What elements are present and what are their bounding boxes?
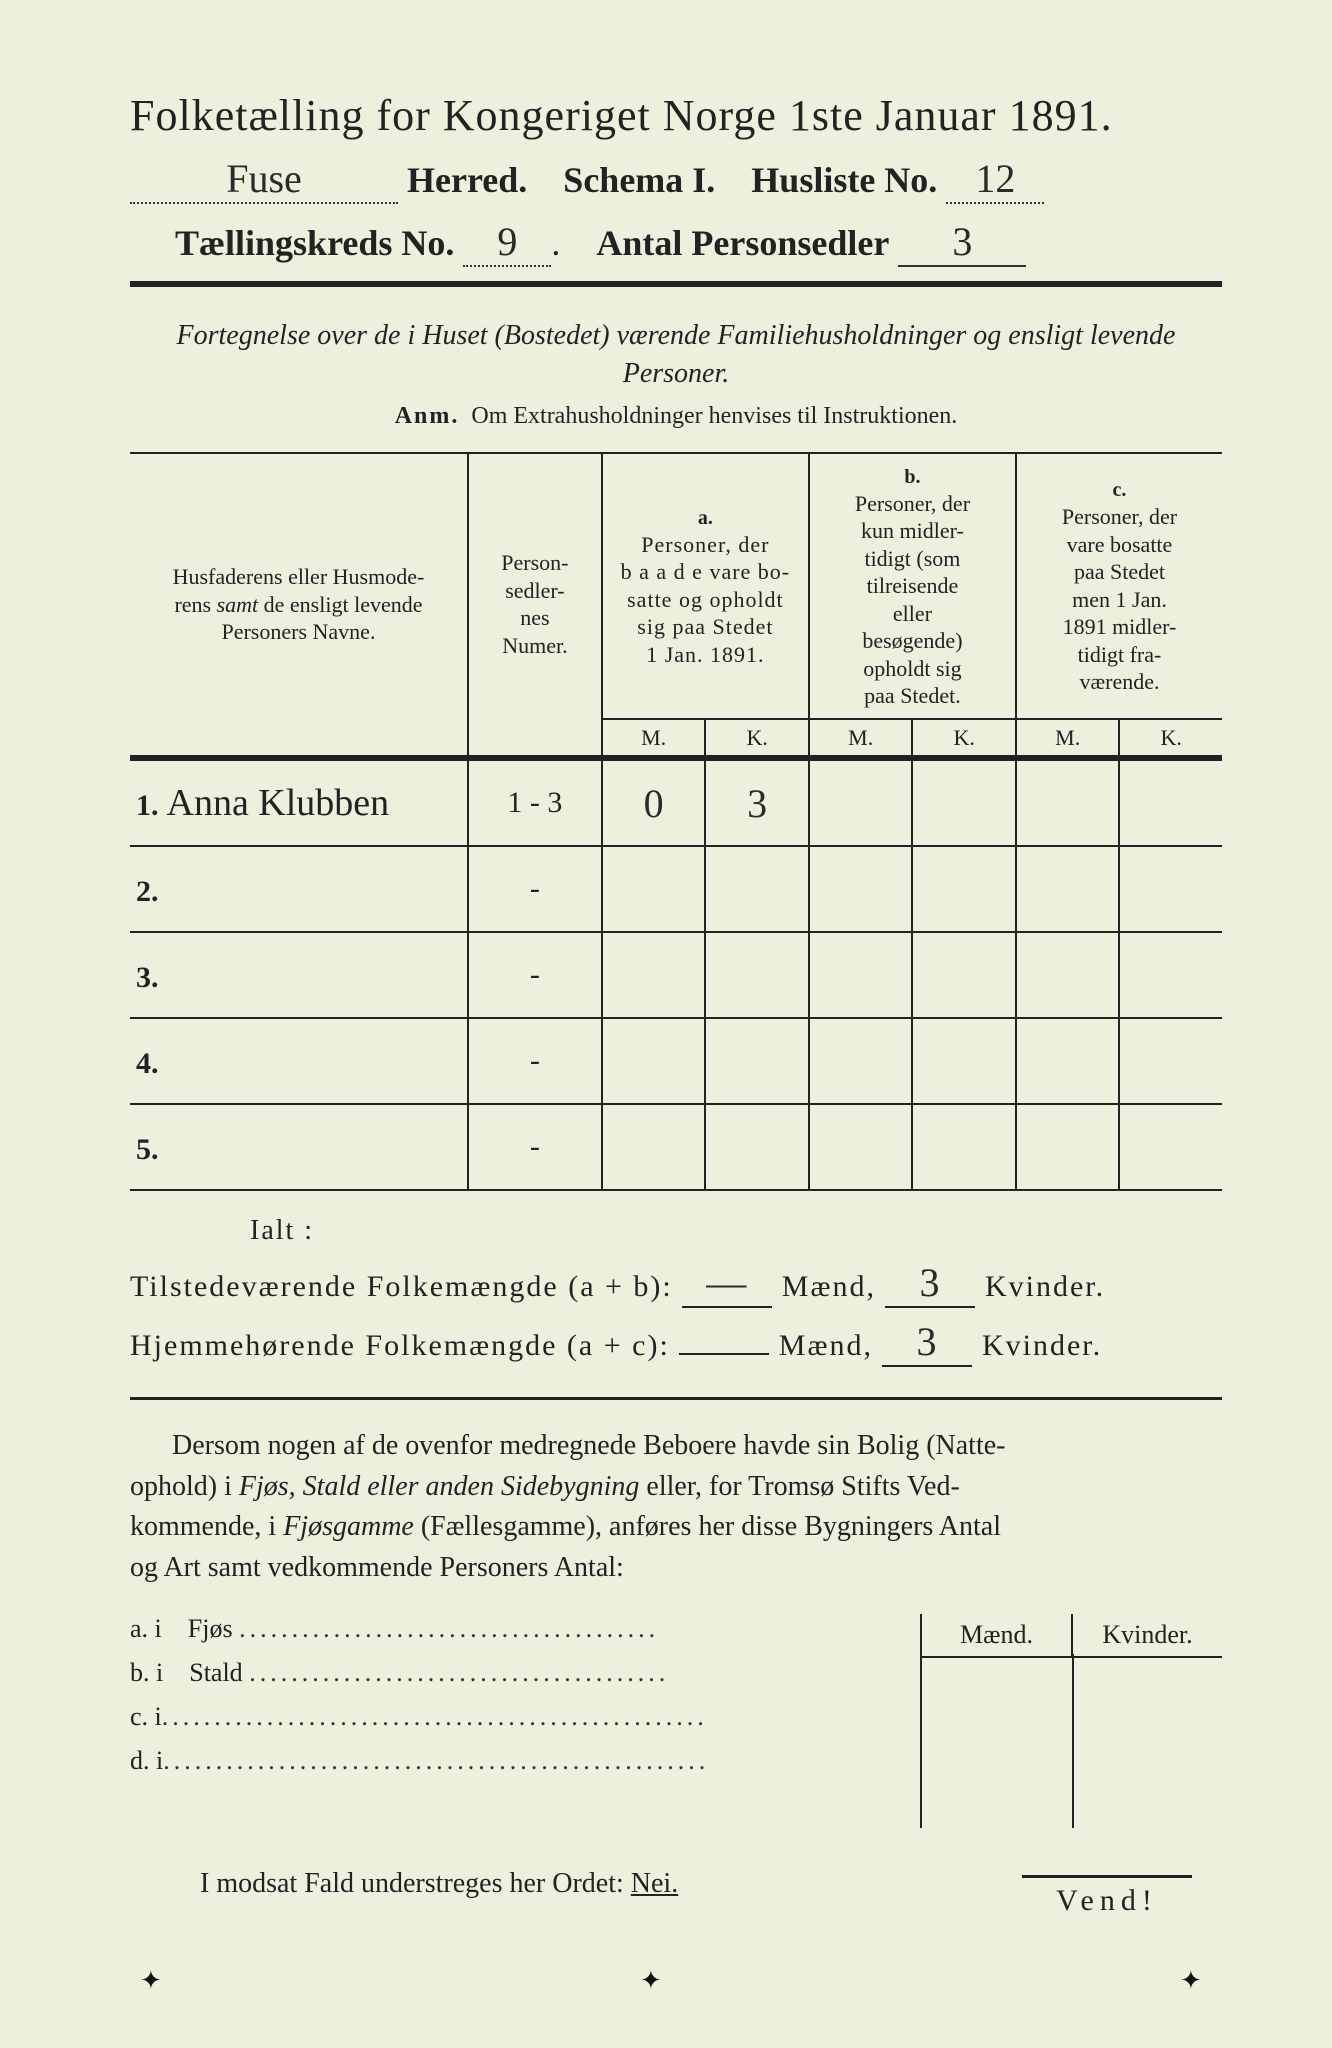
- husliste-value: 12: [946, 155, 1044, 204]
- col-a-header: a. Personer, derb a a d e vare bo-satte …: [602, 453, 809, 718]
- anm-label: Anm.: [395, 403, 460, 429]
- main-table: Husfaderens eller Husmode-rens samt de e…: [130, 452, 1222, 1192]
- abcd-hdr-k: Kvinder.: [1073, 1614, 1222, 1656]
- header-rule: [130, 281, 1222, 287]
- anm-text: Om Extrahusholdninger henvises til Instr…: [471, 403, 957, 429]
- nei-word: Nei.: [631, 1868, 678, 1899]
- ialt-label: Ialt :: [250, 1215, 1222, 1247]
- table-row: 5.-: [130, 1104, 1222, 1190]
- col-c-m: M.: [1016, 719, 1120, 759]
- col-b-m: M.: [809, 719, 913, 759]
- herred-label: Herred.: [407, 160, 527, 200]
- abcd-hdr-m: Mænd.: [922, 1614, 1073, 1656]
- anm-line: Anm. Om Extrahusholdninger henvises til …: [130, 403, 1222, 430]
- abcd-counts: Mænd. Kvinder.: [920, 1614, 1222, 1828]
- table-row: 4.-: [130, 1018, 1222, 1104]
- col-a-m: M.: [602, 719, 706, 759]
- antal-label: Antal Personsedler: [596, 223, 889, 263]
- herred-value: Fuse: [130, 155, 398, 204]
- col-c-header: c. Personer, dervare bosattepaa Stedetme…: [1016, 453, 1222, 718]
- table-row: 3.-: [130, 932, 1222, 1018]
- col-a-k: K.: [705, 719, 809, 759]
- table-row: 2.-: [130, 846, 1222, 932]
- header-line-2: Fuse Herred. Schema I. Husliste No. 12: [130, 155, 1222, 204]
- punch-hole-icon: ✦: [640, 1966, 662, 1988]
- abcd-block: a. i Fjøs ..............................…: [130, 1614, 1222, 1828]
- subtitle: Fortegnelse over de i Huset (Bostedet) v…: [130, 317, 1222, 393]
- table-row: 1.Anna Klubben1 - 303: [130, 758, 1222, 846]
- abcd-rows: a. i Fjøs ..............................…: [130, 1614, 920, 1828]
- sum-line-ac: Hjemmehørende Folkemængde (a + c): Mænd,…: [130, 1318, 1222, 1367]
- sum-ac-m: [679, 1353, 769, 1355]
- mid-rule: [130, 1397, 1222, 1400]
- abcd-row: d. i....................................…: [130, 1746, 920, 1776]
- page-title: Folketælling for Kongeriget Norge 1ste J…: [130, 90, 1222, 141]
- sum-line-ab: Tilstedeværende Folkemængde (a + b): — M…: [130, 1259, 1222, 1308]
- husliste-label: Husliste No.: [751, 160, 937, 200]
- census-form-page: Folketælling for Kongeriget Norge 1ste J…: [0, 0, 1332, 2048]
- sum-ab-k: 3: [885, 1259, 975, 1308]
- antal-value: 3: [898, 218, 1026, 267]
- col1-header: Husfaderens eller Husmode-rens samt de e…: [173, 564, 425, 644]
- kreds-label: Tællingskreds No.: [175, 223, 454, 263]
- vend-label: Vend!: [1022, 1875, 1192, 1918]
- punch-hole-icon: ✦: [1180, 1966, 1202, 1988]
- abcd-row: c. i....................................…: [130, 1702, 920, 1732]
- abcd-row: a. i Fjøs ..............................…: [130, 1614, 920, 1644]
- header-line-3: Tællingskreds No. 9. Antal Personsedler …: [130, 218, 1222, 267]
- schema-label: Schema I.: [563, 160, 715, 200]
- abcd-row: b. i Stald .............................…: [130, 1658, 920, 1688]
- dwelling-paragraph: Dersom nogen af de ovenfor medregnede Be…: [130, 1426, 1222, 1588]
- sum-ac-k: 3: [882, 1318, 972, 1367]
- col-b-k: K.: [912, 719, 1016, 759]
- col-c-k: K.: [1119, 719, 1222, 759]
- punch-hole-icon: ✦: [140, 1966, 162, 1988]
- col-b-header: b. Personer, derkun midler-tidigt (somti…: [809, 453, 1016, 718]
- sum-ab-m: —: [682, 1259, 772, 1308]
- col2-header: Person-sedler-nesNumer.: [468, 453, 602, 759]
- kreds-value: 9: [463, 218, 551, 267]
